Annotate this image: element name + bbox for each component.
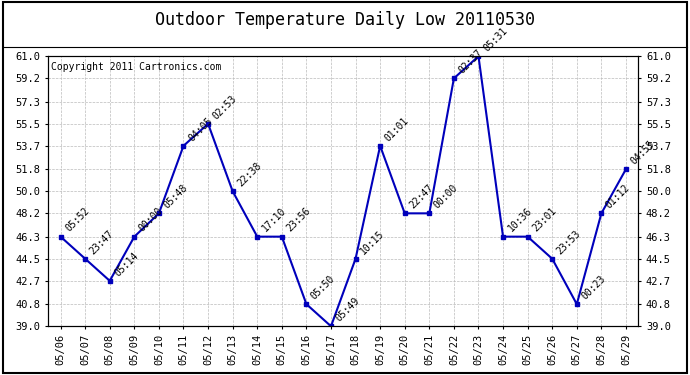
Text: 05:31: 05:31: [481, 26, 509, 54]
Text: 17:10: 17:10: [260, 206, 288, 234]
Text: 00:00: 00:00: [432, 183, 460, 211]
Text: 04:05: 04:05: [186, 115, 214, 143]
Text: 22:38: 22:38: [235, 160, 264, 189]
Text: 23:01: 23:01: [531, 206, 558, 234]
Text: 05:52: 05:52: [63, 206, 91, 234]
Text: 05:14: 05:14: [112, 250, 140, 278]
Text: 04:55: 04:55: [629, 138, 657, 166]
Text: 10:36: 10:36: [506, 206, 533, 234]
Text: 00:00: 00:00: [137, 206, 165, 234]
Text: 05:50: 05:50: [309, 273, 337, 302]
Text: 23:47: 23:47: [88, 228, 116, 256]
Text: 01:01: 01:01: [383, 115, 411, 143]
Text: Outdoor Temperature Daily Low 20110530: Outdoor Temperature Daily Low 20110530: [155, 11, 535, 29]
Text: 23:56: 23:56: [284, 206, 313, 234]
Text: 02:53: 02:53: [211, 93, 239, 121]
Text: 02:37: 02:37: [457, 48, 484, 76]
Text: 05:49: 05:49: [334, 296, 362, 324]
Text: 05:48: 05:48: [161, 183, 190, 211]
Text: 10:15: 10:15: [358, 228, 386, 256]
Text: 00:23: 00:23: [580, 273, 607, 302]
Text: 01:12: 01:12: [604, 183, 632, 211]
Text: 23:53: 23:53: [555, 228, 583, 256]
Text: Copyright 2011 Cartronics.com: Copyright 2011 Cartronics.com: [51, 62, 221, 72]
Text: 22:47: 22:47: [408, 183, 435, 211]
